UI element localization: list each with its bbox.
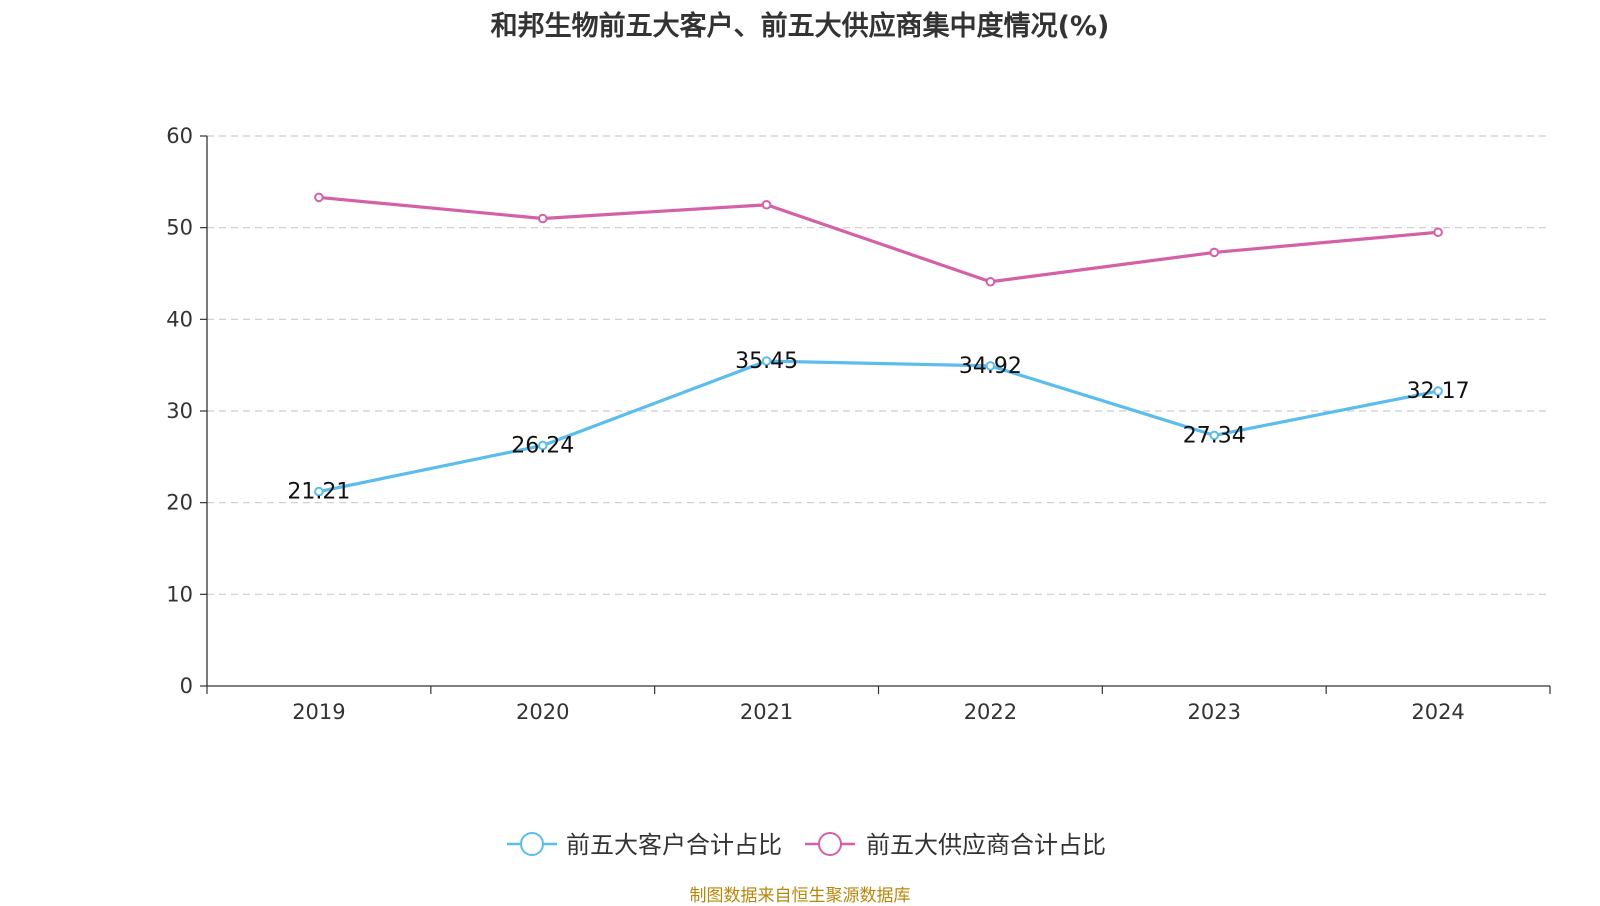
y-tick-label: 60 [166,124,193,148]
y-tick-label: 40 [166,307,193,331]
y-tick-label: 20 [166,491,193,515]
legend-item: 前五大供应商合计占比 [805,831,1106,859]
data-point [985,361,996,371]
axes: 0 10 20 30 40 50 60 2019 2020 2021 2022 2023 2024 [166,124,1551,724]
data-point [761,356,772,366]
data-labels: 21.21 26.24 35.45 34.92 27.34 32.17 [287,349,1469,505]
y-tick-label: 50 [166,216,193,240]
x-tick-label: 2021 [740,700,793,724]
data-point [1209,430,1220,441]
y-tick-label: 30 [166,399,193,423]
x-tick-label: 2023 [1188,700,1241,724]
data-point [985,276,996,287]
legend-item: 前五大客户合计占比 [507,831,782,859]
data-point [537,213,548,224]
series-line [318,195,1439,284]
data-point [314,486,324,497]
data-label: 21.21 [287,480,350,505]
y-tick-label: 0 [180,674,193,698]
legend-marker [818,832,842,856]
legend-label: 前五大客户合计占比 [566,831,782,859]
chart-title: 和邦生物前五大客户、前五大供应商集中度情况(%) [490,11,1110,42]
data-point [314,192,324,203]
legend: 前五大客户合计占比 前五大供应商合计占比 [507,831,1106,859]
legend-marker [520,832,544,856]
data-label: 32.17 [1407,379,1470,404]
data-point [1209,247,1220,258]
data-point [1433,386,1443,396]
x-tick-label: 2022 [964,700,1017,724]
x-tick-label: 2019 [292,700,345,724]
data-label: 34.92 [959,354,1022,379]
x-tick-label: 2024 [1411,700,1464,724]
series-line [318,359,1439,494]
data-label: 27.34 [1183,423,1246,448]
legend-label: 前五大供应商合计占比 [866,831,1106,859]
data-point [537,440,548,451]
y-tick-label: 10 [166,582,193,606]
grid-lines [207,135,1550,595]
x-tick-label: 2020 [516,700,569,724]
data-label: 35.45 [735,349,798,374]
data-point [1433,227,1443,238]
series-lines [314,192,1443,497]
source-note: 制图数据来自恒生聚源数据库 [689,886,911,906]
data-label: 26.24 [511,433,574,458]
data-point [761,199,772,210]
